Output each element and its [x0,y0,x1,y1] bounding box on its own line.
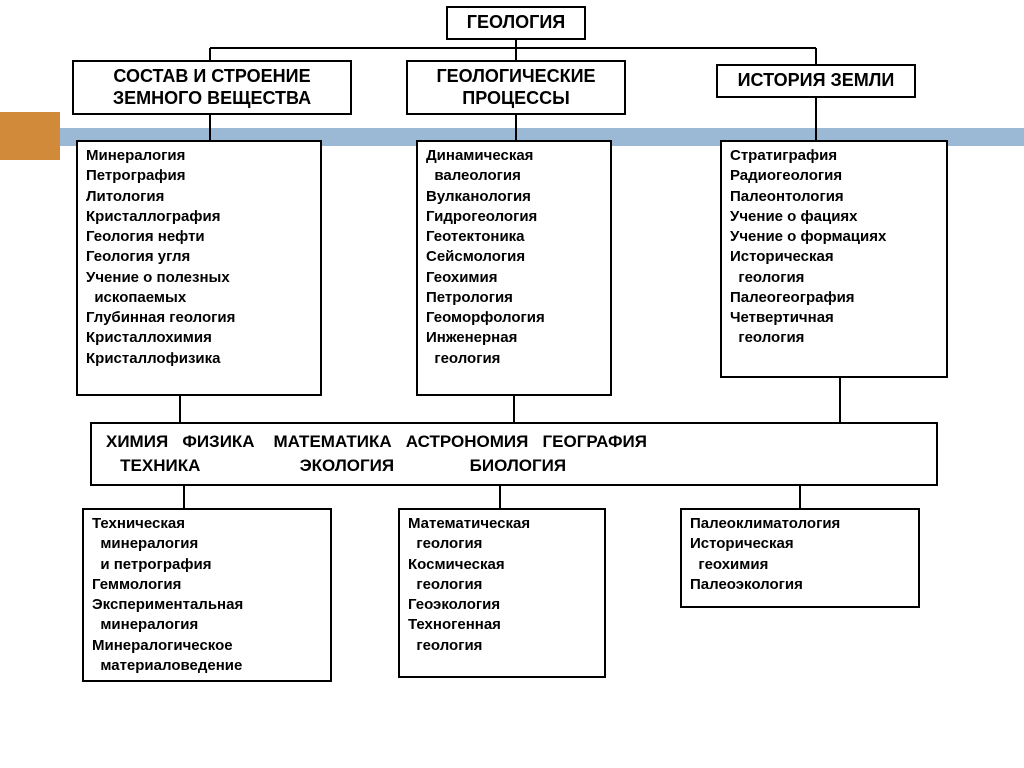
node-composition-title: СОСТАВ И СТРОЕНИЕЗЕМНОГО ВЕЩЕСТВА [72,60,352,115]
list-history: СтратиграфияРадиогеологияПалеонтологияУч… [720,140,948,378]
accent-block [0,112,60,160]
list-paleo: ПалеоклиматологияИсторическая геохимияПа… [680,508,920,608]
list-composition: МинералогияПетрографияЛитологияКристалло… [76,140,322,396]
node-processes-title: ГЕОЛОГИЧЕСКИЕПРОЦЕССЫ [406,60,626,115]
list-math: Математическая геологияКосмическая геоло… [398,508,606,678]
related-line1: ХИМИЯ ФИЗИКА МАТЕМАТИКА АСТРОНОМИЯ ГЕОГР… [106,430,922,454]
node-history-title: ИСТОРИЯ ЗЕМЛИ [716,64,916,98]
related-sciences-box: ХИМИЯ ФИЗИКА МАТЕМАТИКА АСТРОНОМИЯ ГЕОГР… [90,422,938,486]
related-line2: ТЕХНИКА ЭКОЛОГИЯ БИОЛОГИЯ [106,454,922,478]
list-tech: Техническая минералогия и петрографияГем… [82,508,332,682]
root-node: ГЕОЛОГИЯ [446,6,586,40]
list-processes: Динамическая валеологияВулканологияГидро… [416,140,612,396]
